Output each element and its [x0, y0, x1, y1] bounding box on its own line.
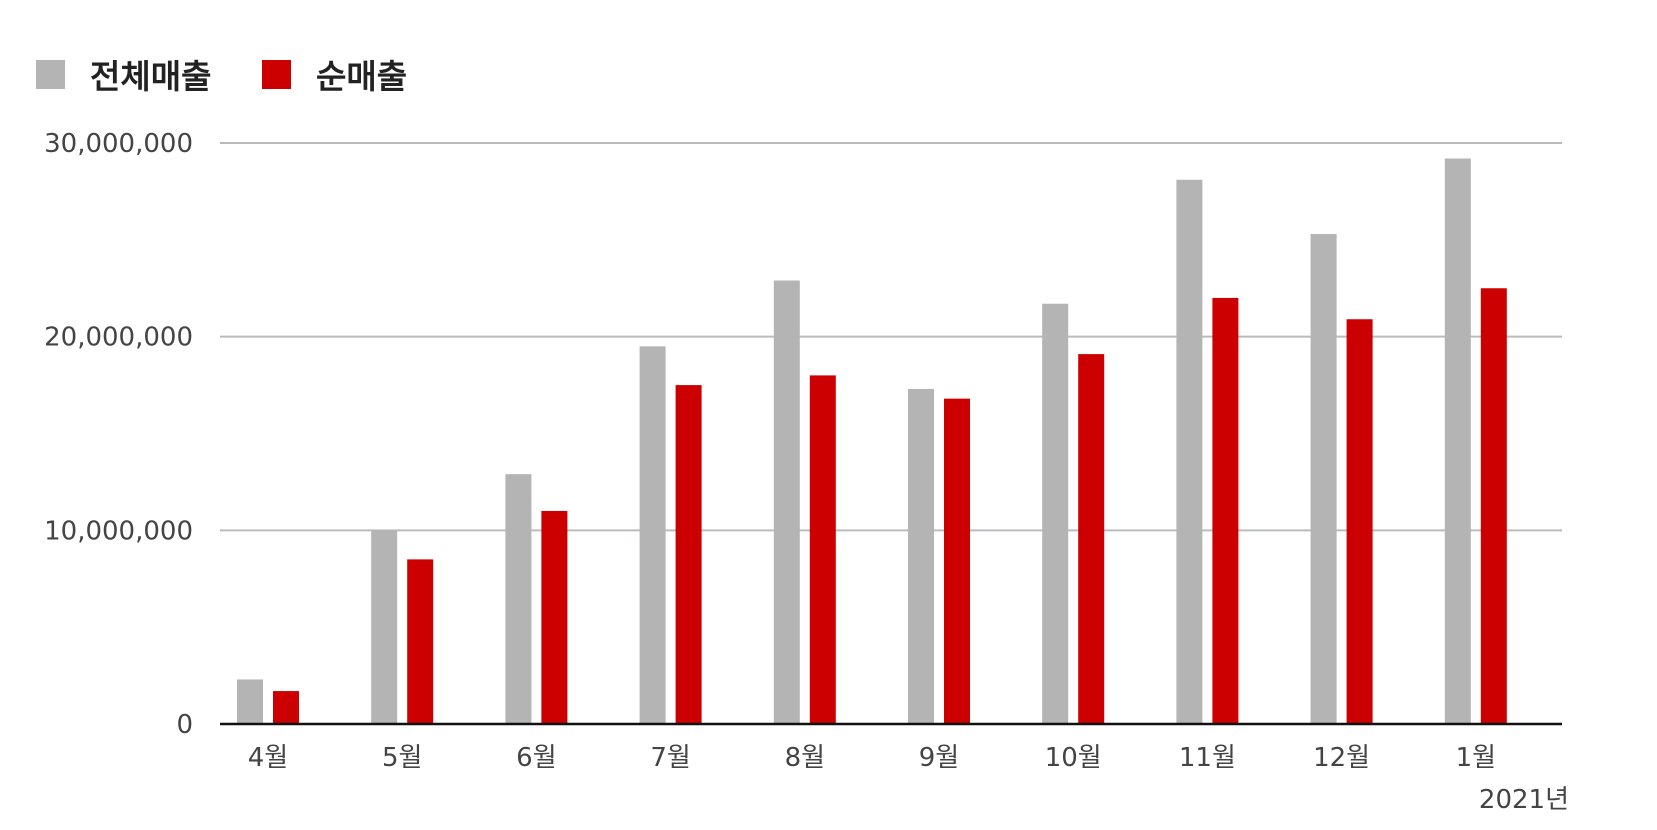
x-tick-label: 9월	[919, 743, 959, 773]
legend-swatch	[36, 60, 65, 89]
bar-total-sales	[1176, 179, 1203, 725]
bar-total-sales	[505, 474, 532, 724]
year-annotation: 2021년	[1479, 785, 1569, 815]
x-tick-label: 1월	[1456, 743, 1496, 773]
bar-total-sales	[371, 530, 398, 724]
legend-label: 순매출	[316, 57, 407, 96]
bar-net-sales	[1078, 354, 1105, 724]
y-tick-label: 10,000,000	[44, 516, 193, 546]
x-tick-label: 8월	[785, 743, 825, 773]
bar-net-sales	[1346, 319, 1373, 724]
x-tick-label: 10월	[1045, 743, 1102, 773]
legend: 전체매출 순매출	[36, 57, 407, 96]
x-tick-label: 7월	[650, 743, 690, 773]
bar-total-sales	[1042, 303, 1069, 724]
bar-net-sales	[944, 398, 970, 724]
bar-net-sales	[1212, 297, 1239, 724]
bar-net-sales	[1480, 288, 1507, 724]
bar-net-sales	[675, 385, 702, 724]
x-tick-label: 4월	[248, 743, 288, 773]
y-tick-label: 20,000,000	[44, 323, 193, 353]
bar-net-sales	[273, 691, 299, 724]
bar-total-sales	[639, 346, 666, 724]
y-tick-label: 0	[176, 710, 193, 740]
bar-net-sales	[541, 510, 568, 724]
x-tick-label: 6월	[516, 743, 556, 773]
y-tick-label: 30,000,000	[44, 129, 193, 159]
bar-total-sales	[1310, 234, 1337, 725]
legend-swatch	[262, 60, 291, 89]
x-tick-label: 12월	[1313, 743, 1370, 773]
bars	[237, 158, 1507, 725]
x-axis: 4월 5월 6월 7월 8월 9월 10월 11월 12월 1월	[220, 722, 1562, 773]
bar-total-sales	[773, 280, 800, 724]
x-tick-label: 11월	[1179, 743, 1236, 773]
bar-net-sales	[809, 375, 836, 724]
x-tick-label: 5월	[382, 743, 422, 773]
legend-label: 전체매출	[90, 57, 211, 96]
gridlines	[220, 142, 1562, 532]
bar-total-sales	[1444, 158, 1471, 724]
bar-total-sales	[908, 388, 934, 724]
bar-total-sales	[237, 679, 263, 724]
bar-net-sales	[407, 559, 434, 724]
y-axis: 0 10,000,000 20,000,000 30,000,000	[44, 129, 193, 740]
